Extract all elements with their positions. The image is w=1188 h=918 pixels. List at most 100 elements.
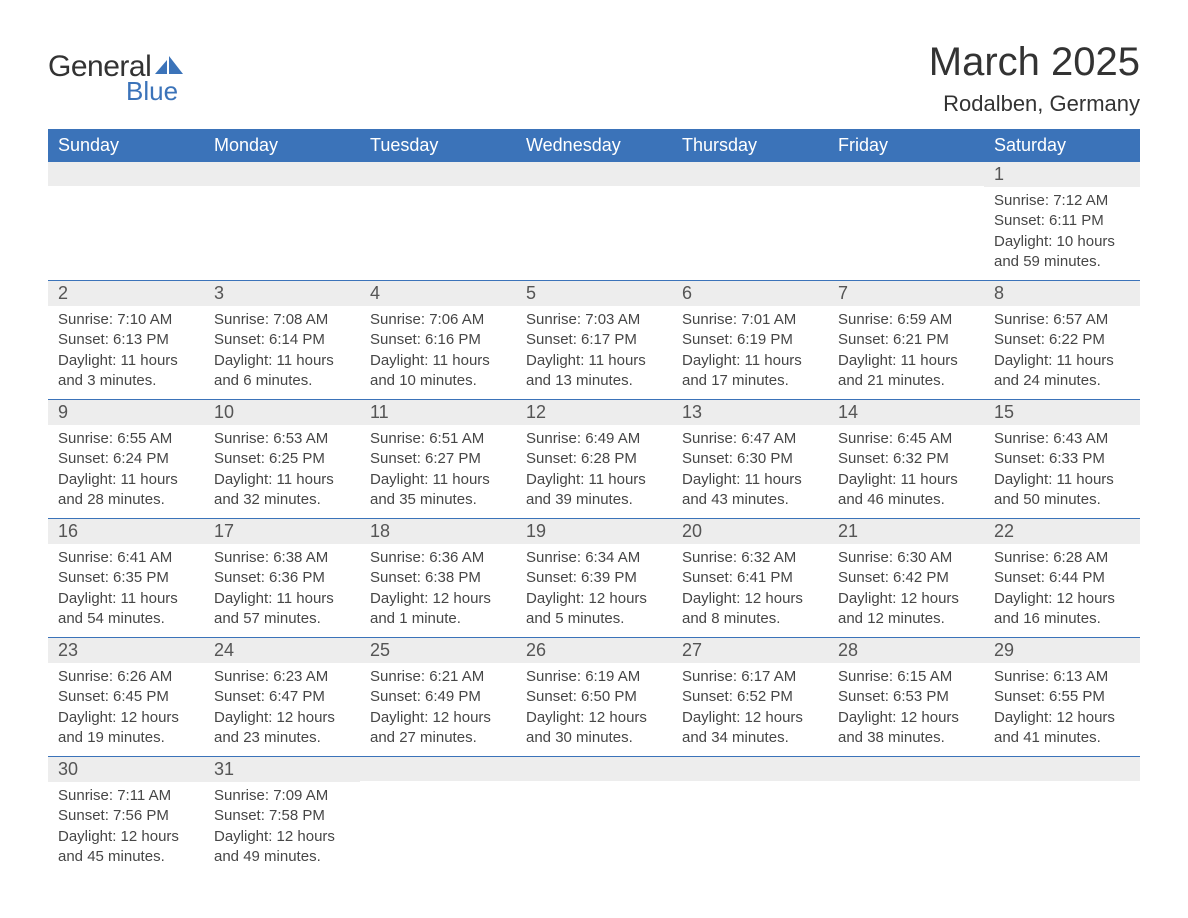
sunset-line: Sunset: 6:41 PM: [682, 568, 818, 588]
sunrise-line: Sunrise: 7:08 AM: [214, 310, 350, 330]
weekday-header: Monday: [204, 129, 360, 162]
daylight-line: Daylight: 11 hours and 50 minutes.: [994, 470, 1130, 511]
day-body: [672, 781, 828, 851]
daylight-line: Daylight: 11 hours and 35 minutes.: [370, 470, 506, 511]
day-body: Sunrise: 6:38 AMSunset: 6:36 PMDaylight:…: [204, 544, 360, 637]
day-number: 3: [204, 281, 360, 306]
sunrise-line: Sunrise: 6:30 AM: [838, 548, 974, 568]
day-cell: 24Sunrise: 6:23 AMSunset: 6:47 PMDayligh…: [204, 638, 360, 757]
sunset-line: Sunset: 7:58 PM: [214, 806, 350, 826]
sunrise-line: Sunrise: 6:26 AM: [58, 667, 194, 687]
sunrise-line: Sunrise: 7:09 AM: [214, 786, 350, 806]
daylight-line: Daylight: 11 hours and 17 minutes.: [682, 351, 818, 392]
sunset-line: Sunset: 6:55 PM: [994, 687, 1130, 707]
day-cell: 22Sunrise: 6:28 AMSunset: 6:44 PMDayligh…: [984, 519, 1140, 638]
day-body: [672, 186, 828, 256]
day-cell: 9Sunrise: 6:55 AMSunset: 6:24 PMDaylight…: [48, 400, 204, 519]
day-cell: 6Sunrise: 7:01 AMSunset: 6:19 PMDaylight…: [672, 281, 828, 400]
day-number: 23: [48, 638, 204, 663]
day-cell: 15Sunrise: 6:43 AMSunset: 6:33 PMDayligh…: [984, 400, 1140, 519]
day-number: [516, 162, 672, 186]
sunrise-line: Sunrise: 7:11 AM: [58, 786, 194, 806]
day-cell: 19Sunrise: 6:34 AMSunset: 6:39 PMDayligh…: [516, 519, 672, 638]
day-body: [828, 781, 984, 851]
day-number: 18: [360, 519, 516, 544]
week-row: 23Sunrise: 6:26 AMSunset: 6:45 PMDayligh…: [48, 638, 1140, 757]
day-body: Sunrise: 6:51 AMSunset: 6:27 PMDaylight:…: [360, 425, 516, 518]
sunrise-line: Sunrise: 6:32 AM: [682, 548, 818, 568]
week-row: 2Sunrise: 7:10 AMSunset: 6:13 PMDaylight…: [48, 281, 1140, 400]
sunset-line: Sunset: 6:53 PM: [838, 687, 974, 707]
day-number: [360, 162, 516, 186]
day-number: 16: [48, 519, 204, 544]
sunset-line: Sunset: 7:56 PM: [58, 806, 194, 826]
daylight-line: Daylight: 12 hours and 16 minutes.: [994, 589, 1130, 630]
sunset-line: Sunset: 6:14 PM: [214, 330, 350, 350]
day-number: 31: [204, 757, 360, 782]
day-body: [360, 781, 516, 851]
sunrise-line: Sunrise: 6:53 AM: [214, 429, 350, 449]
day-number: 26: [516, 638, 672, 663]
day-cell: [672, 162, 828, 281]
week-row: 9Sunrise: 6:55 AMSunset: 6:24 PMDaylight…: [48, 400, 1140, 519]
day-number: 8: [984, 281, 1140, 306]
day-cell: 5Sunrise: 7:03 AMSunset: 6:17 PMDaylight…: [516, 281, 672, 400]
daylight-line: Daylight: 11 hours and 32 minutes.: [214, 470, 350, 511]
header: General Blue March 2025 Rodalben, German…: [48, 40, 1140, 117]
day-body: Sunrise: 6:23 AMSunset: 6:47 PMDaylight:…: [204, 663, 360, 756]
sunset-line: Sunset: 6:42 PM: [838, 568, 974, 588]
daylight-line: Daylight: 11 hours and 6 minutes.: [214, 351, 350, 392]
daylight-line: Daylight: 11 hours and 10 minutes.: [370, 351, 506, 392]
day-body: Sunrise: 6:45 AMSunset: 6:32 PMDaylight:…: [828, 425, 984, 518]
day-body: Sunrise: 7:01 AMSunset: 6:19 PMDaylight:…: [672, 306, 828, 399]
sunrise-line: Sunrise: 7:03 AM: [526, 310, 662, 330]
day-cell: [828, 162, 984, 281]
day-body: Sunrise: 6:13 AMSunset: 6:55 PMDaylight:…: [984, 663, 1140, 756]
day-body: Sunrise: 6:15 AMSunset: 6:53 PMDaylight:…: [828, 663, 984, 756]
day-body: Sunrise: 7:08 AMSunset: 6:14 PMDaylight:…: [204, 306, 360, 399]
weekday-header: Friday: [828, 129, 984, 162]
day-cell: 25Sunrise: 6:21 AMSunset: 6:49 PMDayligh…: [360, 638, 516, 757]
day-cell: 17Sunrise: 6:38 AMSunset: 6:36 PMDayligh…: [204, 519, 360, 638]
sunrise-line: Sunrise: 6:17 AM: [682, 667, 818, 687]
day-number: 11: [360, 400, 516, 425]
day-number: 22: [984, 519, 1140, 544]
day-cell: 10Sunrise: 6:53 AMSunset: 6:25 PMDayligh…: [204, 400, 360, 519]
title-block: March 2025 Rodalben, Germany: [929, 40, 1140, 117]
daylight-line: Daylight: 12 hours and 45 minutes.: [58, 827, 194, 868]
day-number: [360, 757, 516, 781]
sunset-line: Sunset: 6:36 PM: [214, 568, 350, 588]
day-number: 10: [204, 400, 360, 425]
day-number: 9: [48, 400, 204, 425]
sunset-line: Sunset: 6:21 PM: [838, 330, 974, 350]
day-number: 19: [516, 519, 672, 544]
weekday-header: Wednesday: [516, 129, 672, 162]
day-body: Sunrise: 6:17 AMSunset: 6:52 PMDaylight:…: [672, 663, 828, 756]
sunrise-line: Sunrise: 7:12 AM: [994, 191, 1130, 211]
day-body: Sunrise: 6:26 AMSunset: 6:45 PMDaylight:…: [48, 663, 204, 756]
day-cell: 31Sunrise: 7:09 AMSunset: 7:58 PMDayligh…: [204, 757, 360, 876]
sunrise-line: Sunrise: 6:38 AM: [214, 548, 350, 568]
day-cell: 16Sunrise: 6:41 AMSunset: 6:35 PMDayligh…: [48, 519, 204, 638]
day-number: 25: [360, 638, 516, 663]
sunrise-line: Sunrise: 6:19 AM: [526, 667, 662, 687]
daylight-line: Daylight: 12 hours and 5 minutes.: [526, 589, 662, 630]
day-body: Sunrise: 6:49 AMSunset: 6:28 PMDaylight:…: [516, 425, 672, 518]
day-cell: 12Sunrise: 6:49 AMSunset: 6:28 PMDayligh…: [516, 400, 672, 519]
sunrise-line: Sunrise: 6:34 AM: [526, 548, 662, 568]
sunset-line: Sunset: 6:47 PM: [214, 687, 350, 707]
day-cell: 11Sunrise: 6:51 AMSunset: 6:27 PMDayligh…: [360, 400, 516, 519]
day-body: Sunrise: 6:47 AMSunset: 6:30 PMDaylight:…: [672, 425, 828, 518]
daylight-line: Daylight: 12 hours and 30 minutes.: [526, 708, 662, 749]
day-number: 29: [984, 638, 1140, 663]
day-cell: [516, 162, 672, 281]
day-body: Sunrise: 6:36 AMSunset: 6:38 PMDaylight:…: [360, 544, 516, 637]
day-number: 2: [48, 281, 204, 306]
day-number: [672, 757, 828, 781]
sunrise-line: Sunrise: 6:21 AM: [370, 667, 506, 687]
day-body: Sunrise: 7:03 AMSunset: 6:17 PMDaylight:…: [516, 306, 672, 399]
day-number: 5: [516, 281, 672, 306]
day-body: Sunrise: 6:28 AMSunset: 6:44 PMDaylight:…: [984, 544, 1140, 637]
day-number: 6: [672, 281, 828, 306]
day-number: [516, 757, 672, 781]
